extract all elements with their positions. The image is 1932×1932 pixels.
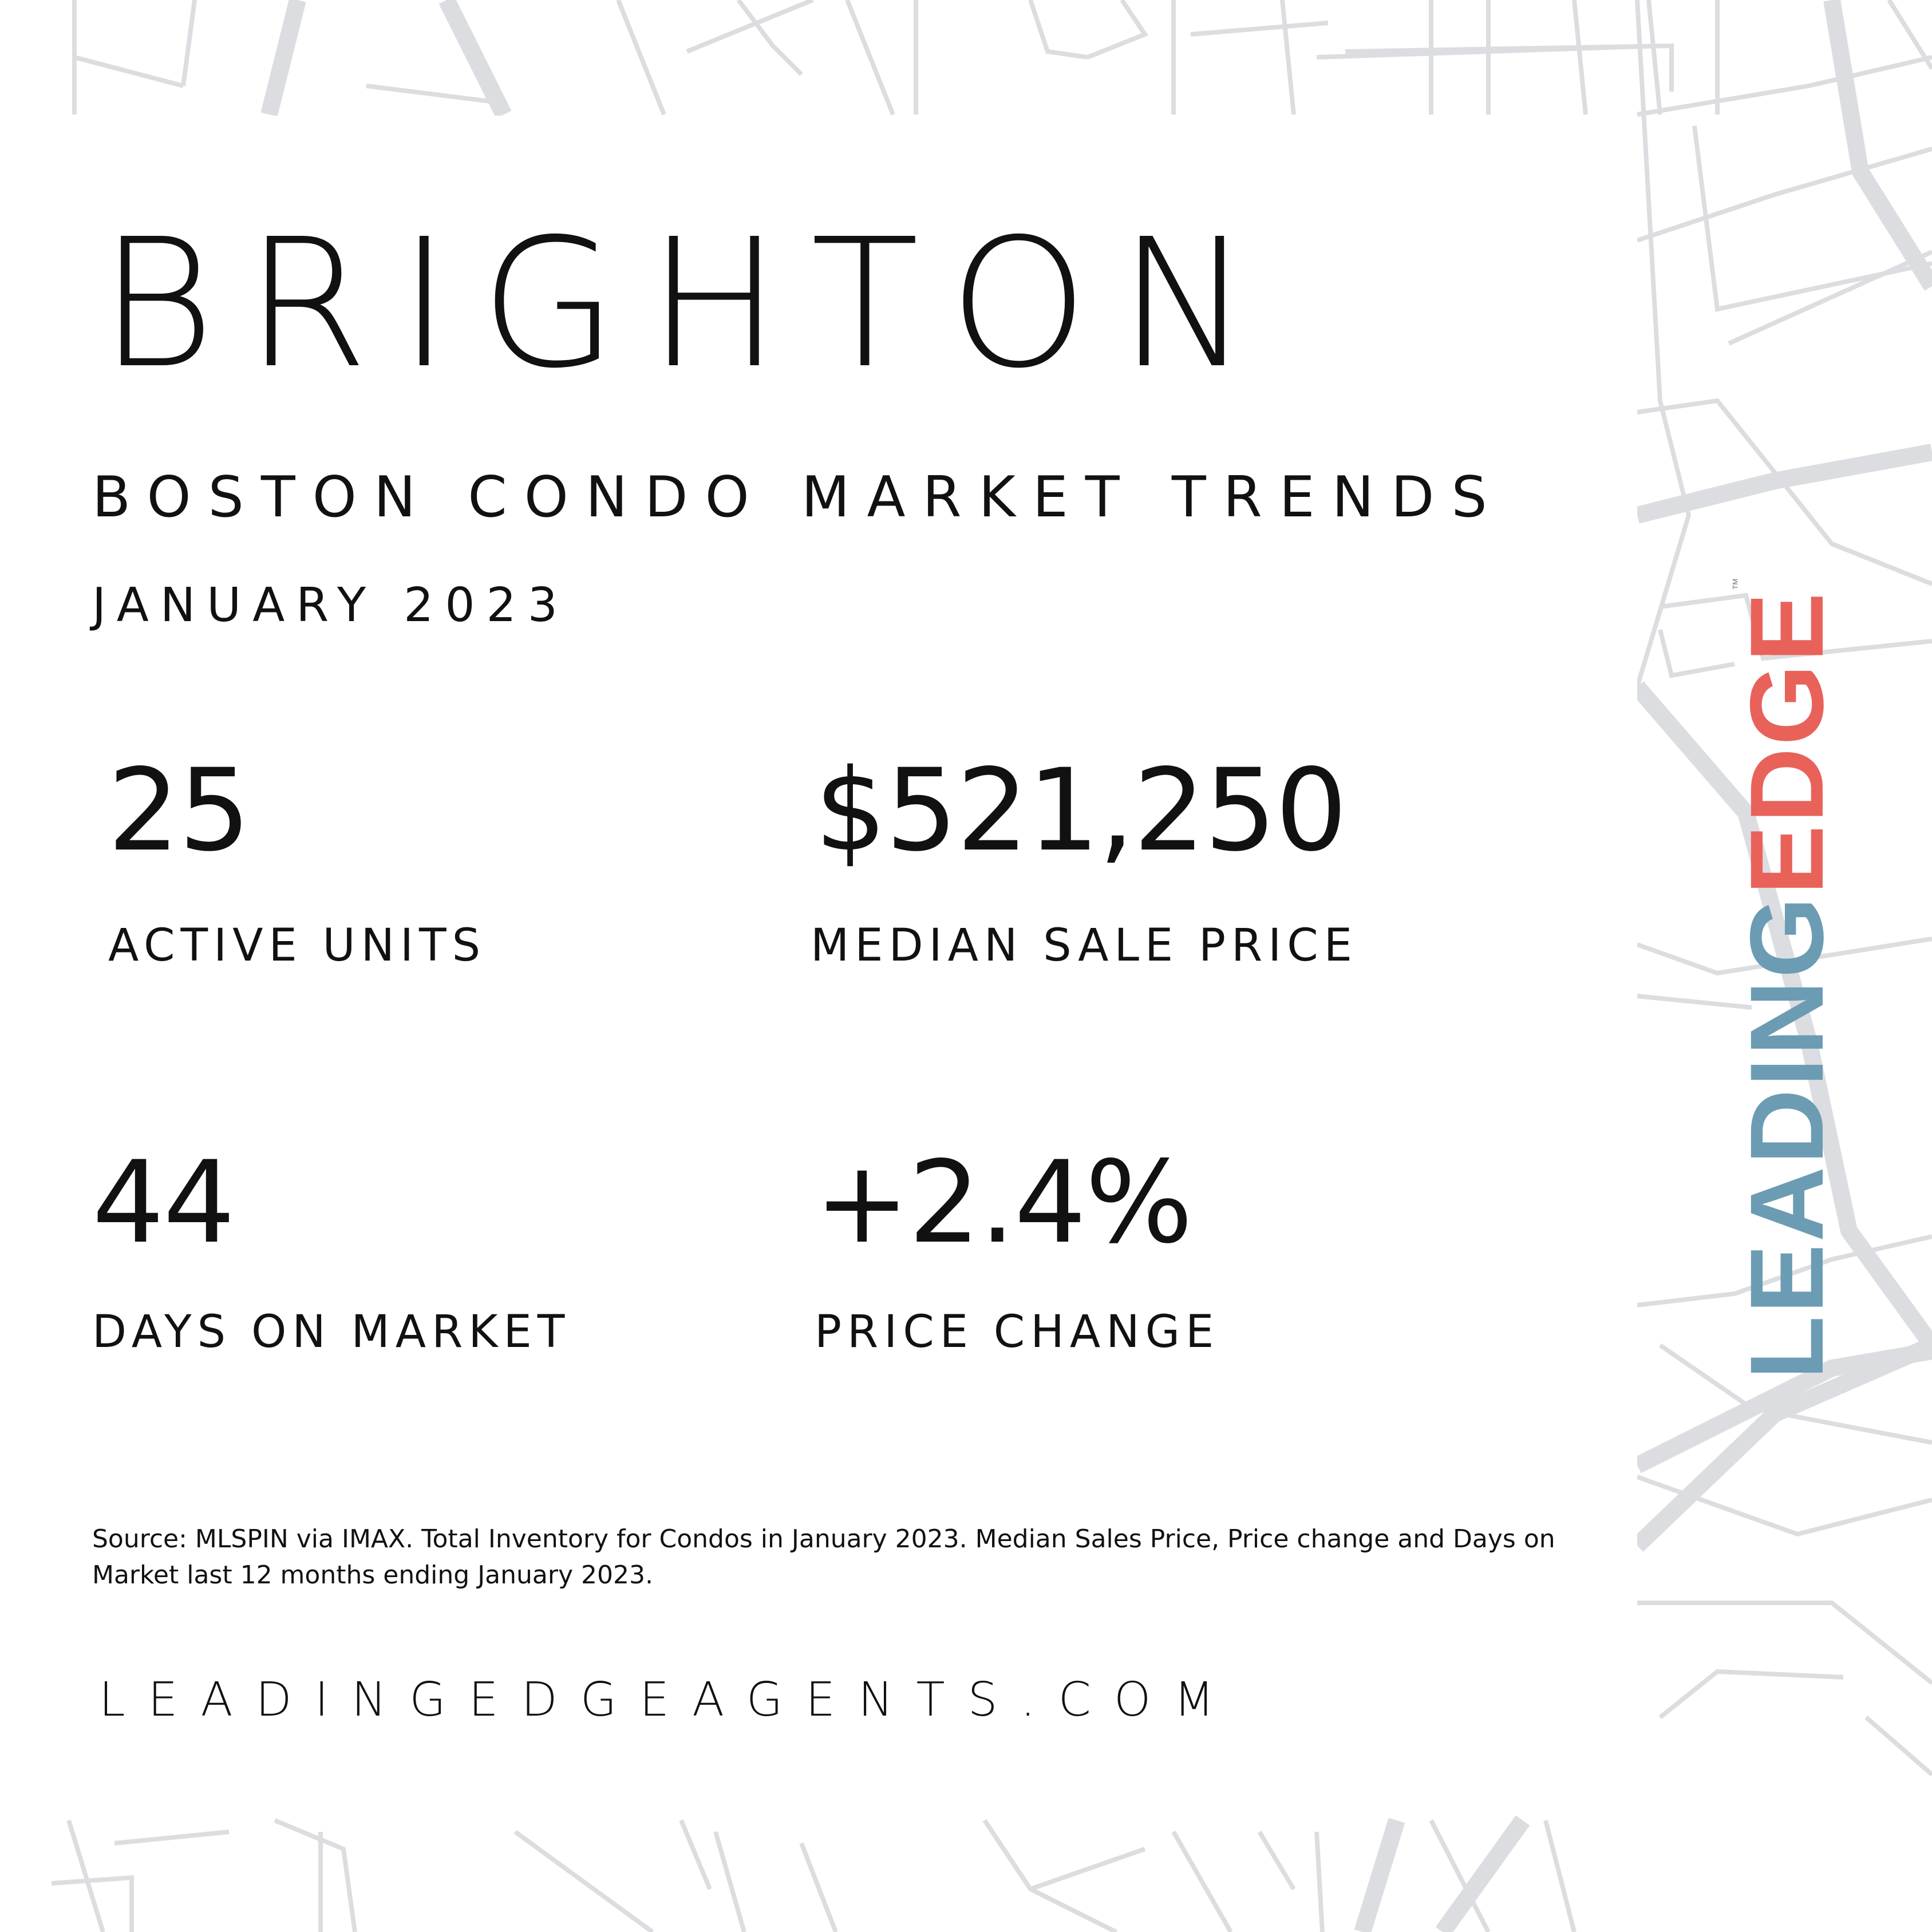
report-date: JANUARY 2023: [92, 578, 569, 633]
price-change-value: +2.4%: [815, 1136, 1193, 1269]
content-card: BRIGHTON BOSTON CONDO MARKET TRENDS JANU…: [76, 116, 1637, 1816]
days-on-market-value: 44: [92, 1136, 235, 1269]
price-change-label: PRICE CHANGE: [815, 1306, 1220, 1358]
logo-edge-text: EDGE: [1728, 590, 1845, 895]
leading-edge-logo: LEADINGEDGE ™: [1728, 575, 1845, 1380]
trademark-mark: ™: [1730, 575, 1744, 591]
logo-leading-text: LEADING: [1728, 895, 1845, 1380]
median-sale-price-value: $521,250: [815, 744, 1348, 876]
active-units-label: ACTIVE UNITS: [108, 920, 487, 971]
median-sale-price-label: MEDIAN SALE PRICE: [811, 920, 1358, 971]
days-on-market-label: DAYS ON MARKET: [92, 1306, 571, 1358]
source-note: Source: MLSPIN via IMAX. Total Inventory…: [92, 1524, 1555, 1590]
report-subtitle: BOSTON CONDO MARKET TRENDS: [92, 465, 1504, 530]
page-title: BRIGHTON: [99, 201, 1281, 408]
active-units-value: 25: [108, 744, 251, 876]
website-link[interactable]: LEADINGEDGEAGENTS.COM: [99, 1673, 1238, 1727]
